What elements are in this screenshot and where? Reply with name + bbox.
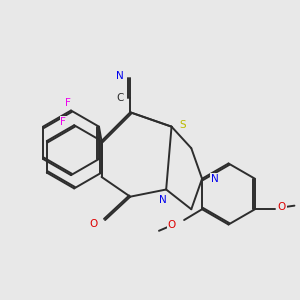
Text: N: N [159,195,167,205]
Text: O: O [89,219,98,229]
Text: N: N [116,71,124,81]
Text: F: F [65,98,71,108]
Text: O: O [167,220,176,230]
Text: C: C [116,93,124,103]
Text: O: O [278,202,286,212]
Text: F: F [60,117,66,127]
Text: S: S [180,120,186,130]
Text: N: N [211,174,218,184]
